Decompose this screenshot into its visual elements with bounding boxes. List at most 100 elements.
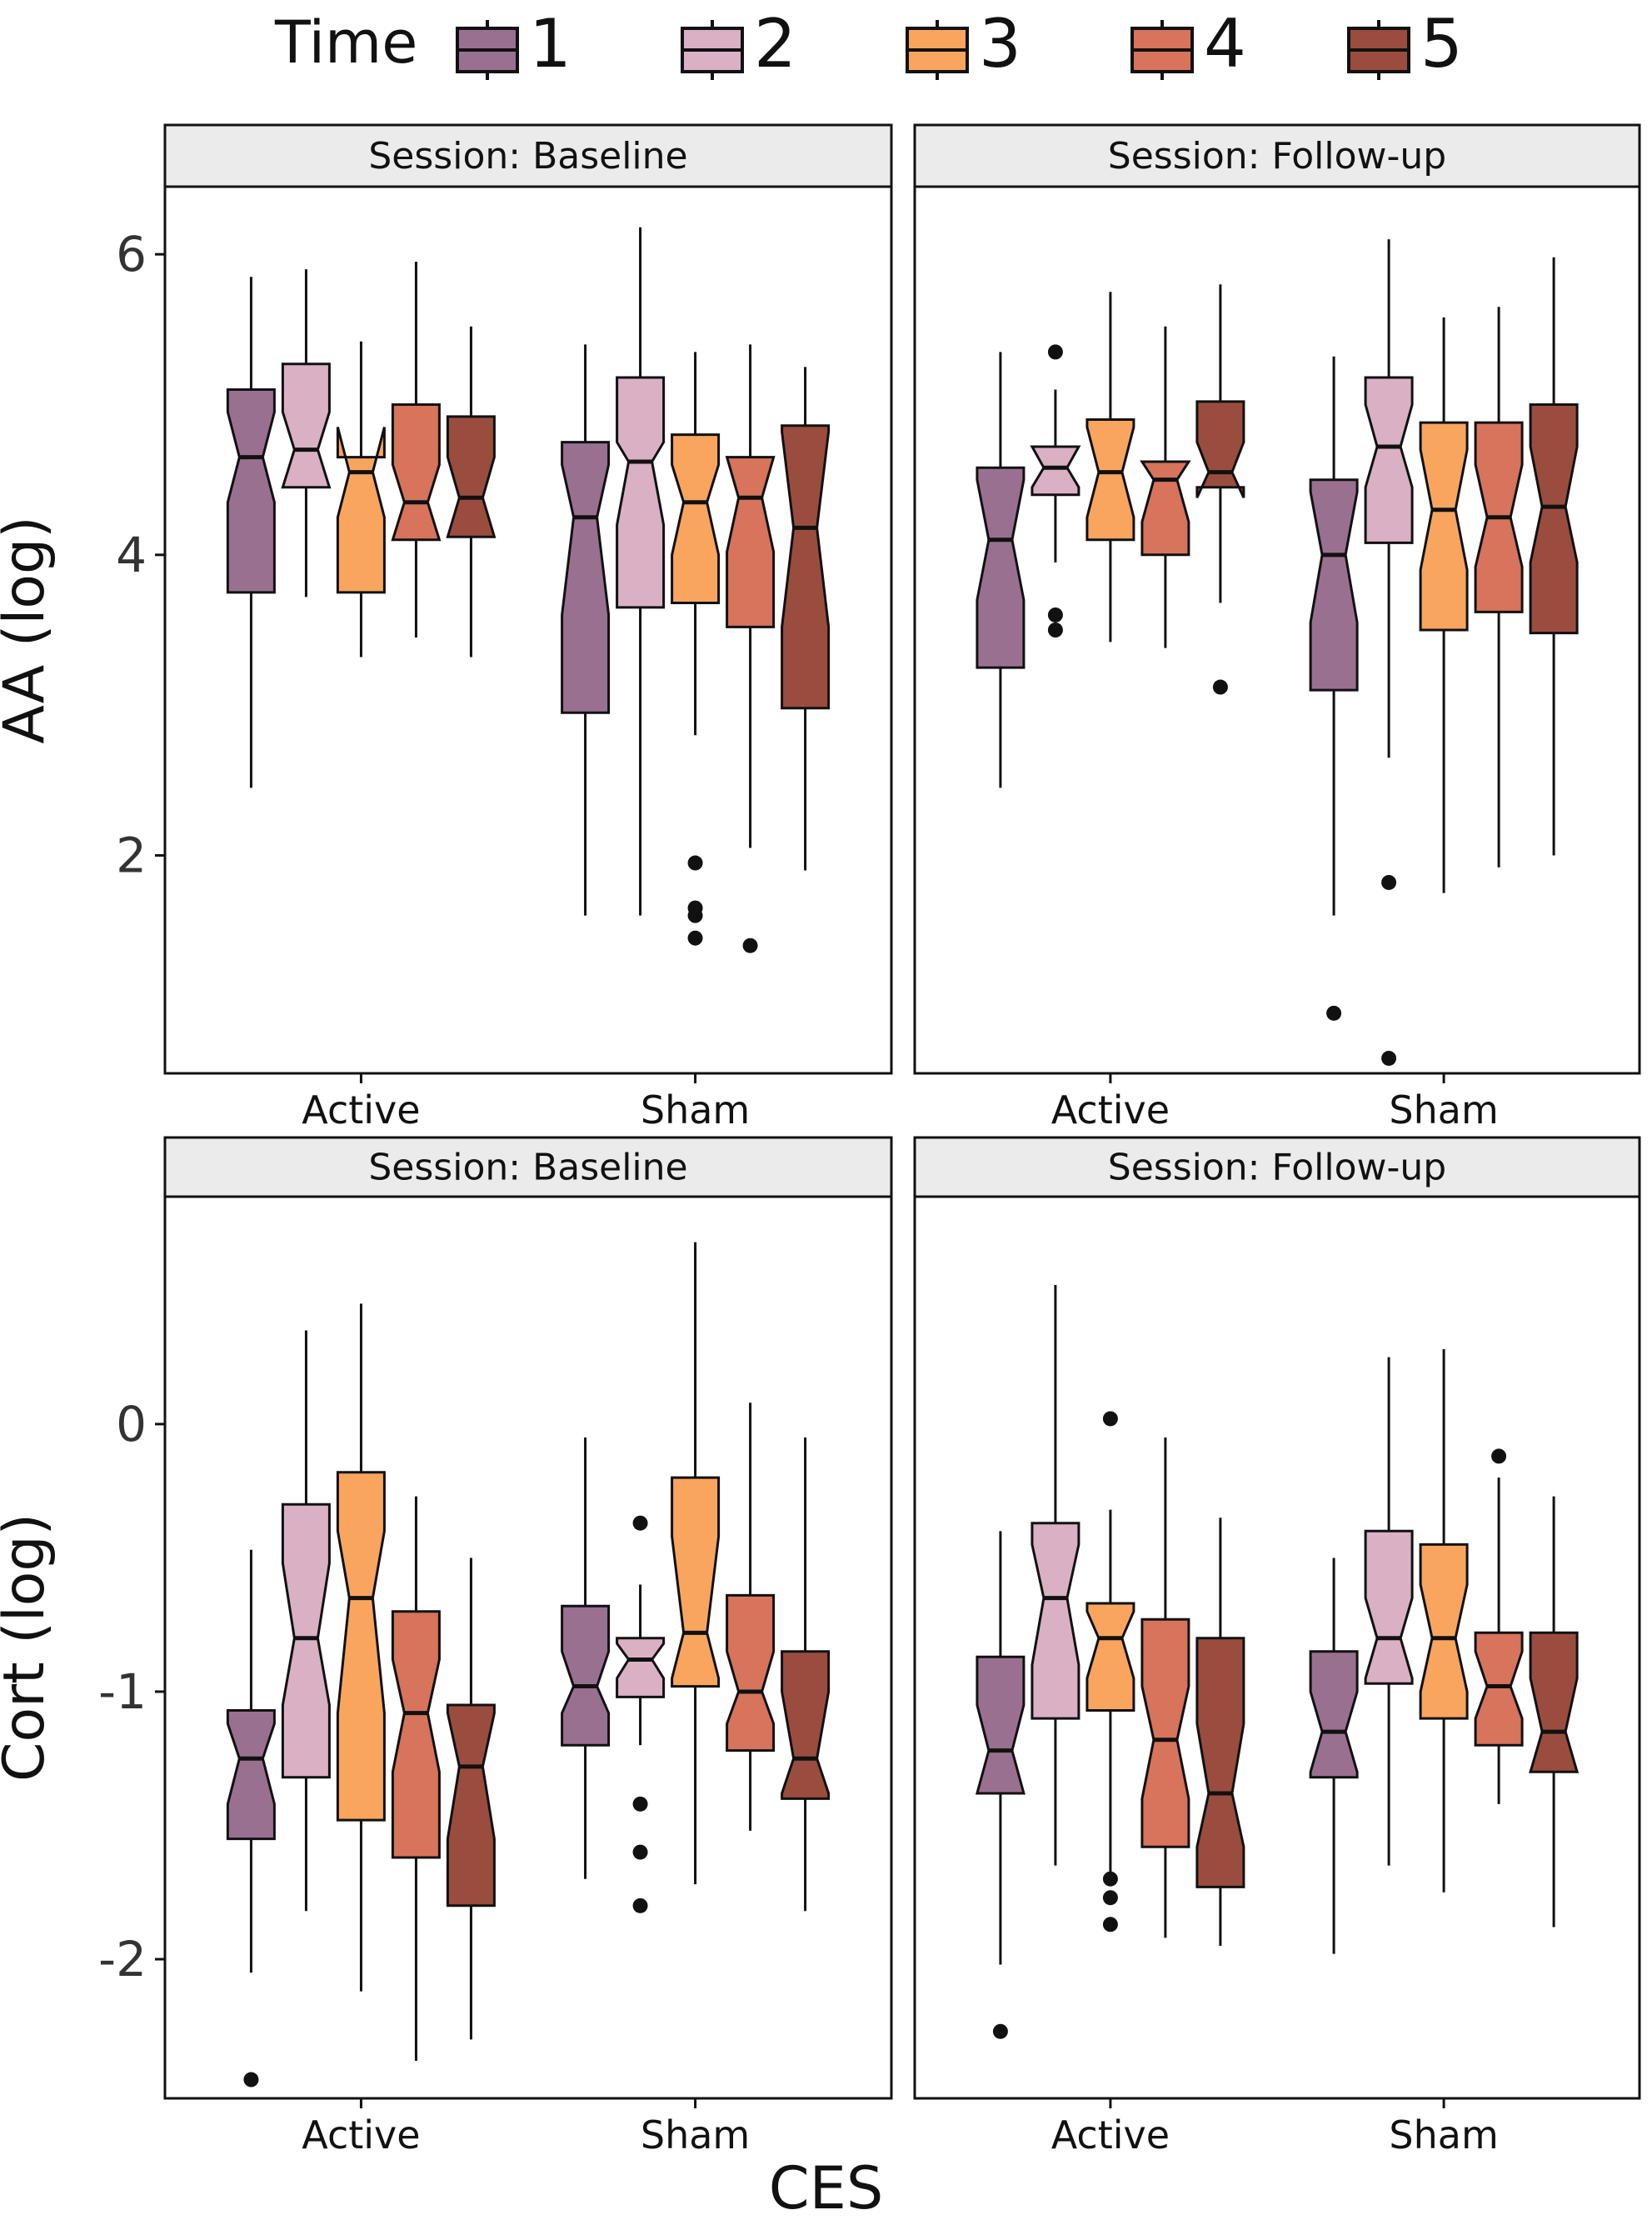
box-body: [1086, 1602, 1135, 1712]
y-axis-label: Cort (log): [0, 1513, 57, 1782]
outlier-point: [1381, 1050, 1397, 1066]
facet-label: Session: Baseline: [368, 1147, 687, 1189]
legend-label-1: 1: [529, 5, 571, 82]
box-time-1-sham: [1309, 356, 1359, 1021]
outlier-point: [1212, 679, 1228, 695]
outlier-point: [632, 1898, 648, 1913]
legend-key-3-icon: [906, 20, 969, 80]
outlier-point: [243, 2072, 259, 2088]
box-body: [561, 441, 611, 714]
y-axis-label: AA (log): [0, 516, 57, 743]
x-tick-label: Active: [1051, 2112, 1170, 2158]
panel-0: Session: Baseline 2 4 6 AA (log) Active Sham: [0, 123, 893, 1132]
box-body: [226, 1709, 276, 1841]
box-body: [1031, 1522, 1081, 1720]
box-body: [446, 415, 497, 538]
outlier-point: [1491, 1448, 1507, 1464]
box-body: [1309, 1650, 1359, 1779]
box-time-4-active: [391, 262, 442, 638]
legend-label-4: 4: [1204, 5, 1246, 82]
box-time-4-sham: [1474, 307, 1524, 868]
box-time-1-active: [975, 1531, 1026, 2039]
box-body: [561, 1604, 611, 1747]
box-body: [1419, 1542, 1469, 1720]
box-body: [726, 1593, 776, 1752]
outlier-point: [1047, 344, 1063, 360]
box-body: [391, 1610, 441, 1859]
y-tick-label: 6: [116, 226, 147, 282]
box-time-3-active: [1086, 1411, 1135, 1932]
outlier-point: [1102, 1917, 1118, 1932]
outlier-point: [742, 938, 758, 953]
box-time-5-active: [446, 326, 497, 658]
box-time-4-sham: [726, 1402, 776, 1831]
box-time-2-active: [281, 269, 332, 598]
box-time-2-sham: [1364, 239, 1414, 1066]
box-body: [336, 427, 386, 594]
legend-key-5-icon: [1347, 20, 1410, 80]
outlier-point: [1326, 1005, 1342, 1021]
box-body: [1086, 418, 1135, 542]
box-time-4-active: [1140, 326, 1191, 648]
y-tick-label: -1: [98, 1663, 147, 1720]
box-time-3-sham: [1419, 317, 1469, 893]
box-body: [616, 376, 666, 609]
box-time-1-sham: [1309, 1558, 1359, 1954]
box-body: [1195, 400, 1245, 498]
facet-label: Session: Follow-up: [1108, 135, 1446, 178]
box-time-2-active: [1031, 1284, 1081, 1866]
box-time-1-sham: [561, 1437, 611, 1879]
box-time-5-active: [446, 1558, 496, 2040]
facet-strip: [913, 1136, 1641, 1198]
box-body: [781, 1650, 831, 1800]
box-time-3-active: [336, 341, 386, 658]
box-body: [281, 1502, 331, 1779]
box-body: [1140, 1618, 1190, 1848]
box-time-1-sham: [561, 344, 611, 916]
panel-border: [913, 185, 1641, 1075]
x-tick-label: Active: [1051, 1088, 1170, 1132]
box-body: [671, 433, 721, 604]
box-time-2-sham: [616, 1515, 666, 1913]
outlier-point: [1102, 1890, 1118, 1906]
box-body: [725, 456, 776, 628]
box-body: [1030, 445, 1081, 497]
panel-3: Session: Follow-up Active Sham: [913, 1136, 1641, 2158]
box-body: [1419, 421, 1469, 632]
outlier-point: [687, 930, 703, 946]
box-time-5-sham: [781, 1437, 831, 1912]
box-time-4-sham: [725, 344, 776, 953]
box-body: [1529, 1631, 1580, 1773]
box-time-5-active: [1195, 284, 1245, 695]
box-body: [616, 1637, 666, 1698]
box-time-3-active: [1086, 292, 1135, 642]
outlier-point: [992, 2023, 1008, 2039]
legend-label-5: 5: [1420, 5, 1463, 82]
legend-key-1-icon: [456, 20, 519, 80]
legend-label-3: 3: [979, 5, 1021, 82]
x-axis-title: CES: [768, 2154, 884, 2222]
outlier-point: [632, 1515, 648, 1531]
y-tick-label: 2: [116, 828, 147, 884]
outlier-point: [687, 855, 703, 871]
box-time-3-sham: [671, 1242, 721, 1885]
facet-strip: [163, 1136, 893, 1198]
box-time-5-sham: [781, 367, 831, 871]
box-body: [281, 362, 332, 489]
box-body: [781, 424, 831, 710]
y-tick-label: 0: [116, 1396, 147, 1452]
x-tick-label: Sham: [1389, 2112, 1498, 2158]
box-time-3-sham: [671, 352, 721, 946]
box-body: [1195, 1637, 1245, 1888]
box-body: [975, 1655, 1026, 1795]
y-tick-label: -2: [98, 1931, 147, 1988]
box-body: [1529, 403, 1579, 635]
box-time-4-sham: [1474, 1448, 1524, 1804]
box-body: [226, 388, 276, 594]
x-tick-label: Active: [302, 2112, 420, 2158]
box-time-4-active: [391, 1496, 441, 2062]
box-time-2-active: [1030, 344, 1081, 638]
box-body: [1364, 1529, 1414, 1685]
outlier-point: [632, 1844, 648, 1860]
